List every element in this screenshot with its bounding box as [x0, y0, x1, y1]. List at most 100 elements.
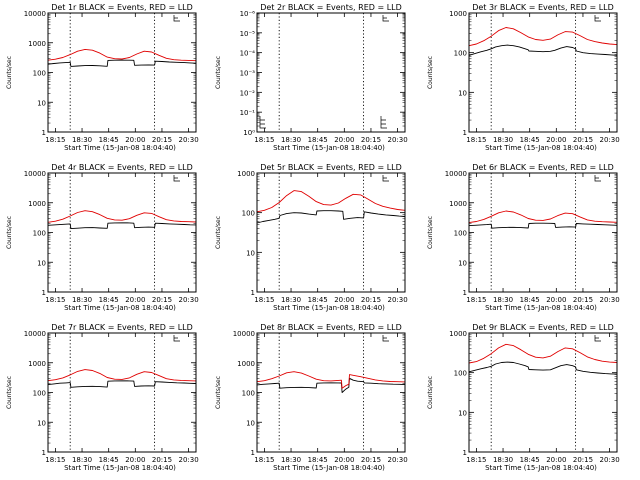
events-series-line [256, 377, 406, 393]
y-axis-label: Counts/sec [6, 56, 13, 89]
y-tick-label: 10000 [24, 10, 46, 18]
y-tick-label: 10⁰ [243, 129, 255, 137]
corner-mark [173, 335, 180, 342]
y-tick-label: 1000 [28, 40, 46, 48]
plot-frame [468, 12, 618, 133]
flag-mark [380, 116, 387, 129]
events-series-line [256, 210, 406, 224]
y-tick-label: 10⁻⁴ [240, 50, 256, 58]
y-tick-label: 10000 [24, 330, 46, 338]
x-tick-label: 20:15 [152, 296, 172, 304]
y-tick-label: 10000 [24, 170, 46, 178]
x-tick-label: 20:15 [361, 136, 381, 144]
y-tick-label: 1000 [449, 330, 467, 338]
x-tick-label: 20:30 [600, 296, 620, 304]
y-tick-label: 10 [37, 99, 46, 107]
lld-series-line [47, 48, 197, 62]
events-series-line [47, 59, 197, 67]
y-tick-label: 10⁻¹ [240, 109, 256, 117]
x-tick-label: 18:30 [281, 136, 301, 144]
x-tick-label: 20:00 [546, 136, 566, 144]
y-tick-label: 100 [454, 230, 467, 238]
lld-series-line [468, 343, 618, 364]
panel-det-3: Det 3r BLACK = Events, RED = LLD Counts/s… [427, 3, 620, 152]
x-tick-label: 18:30 [72, 296, 92, 304]
y-tick-label: 10 [458, 259, 467, 267]
x-tick-label: 18:15 [45, 296, 65, 304]
panel-det-5: Det 5r BLACK = Events, RED = LLD Counts/s… [215, 163, 408, 312]
y-axis-label: Counts/sec [6, 376, 13, 409]
x-tick-label: 18:45 [308, 456, 328, 464]
x-axis-label: Start Time (15-Jan-08 18:04:40) [64, 144, 176, 152]
corner-mark [594, 15, 601, 22]
panel-title: Det 9r BLACK = Events, RED = LLD [472, 323, 614, 332]
x-tick-label: 18:30 [281, 296, 301, 304]
x-tick-label: 18:15 [45, 456, 65, 464]
y-tick-label: 1000 [237, 170, 255, 178]
x-tick-label: 18:30 [493, 456, 513, 464]
x-tick-label: 18:45 [308, 296, 328, 304]
x-axis-label: Start Time (15-Jan-08 18:04:40) [485, 144, 597, 152]
y-tick-label: 1000 [449, 200, 467, 208]
x-tick-label: 20:00 [334, 296, 354, 304]
y-tick-label: 1 [463, 129, 467, 137]
events-series-line [468, 361, 618, 375]
corner-mark [382, 175, 389, 182]
panel-title: Det 4r BLACK = Events, RED = LLD [51, 163, 193, 172]
y-tick-label: 10⁻⁶ [240, 10, 256, 18]
x-tick-label: 20:30 [388, 456, 408, 464]
x-tick-label: 20:15 [573, 136, 593, 144]
x-tick-label: 20:30 [179, 136, 199, 144]
panel-det-4: Det 4r BLACK = Events, RED = LLD Counts/s… [6, 163, 199, 312]
x-tick-label: 20:00 [125, 136, 145, 144]
y-tick-label: 100 [242, 210, 255, 218]
x-tick-label: 20:30 [179, 456, 199, 464]
plot-frame [256, 332, 406, 453]
x-tick-label: 20:30 [179, 296, 199, 304]
y-tick-label: 10 [246, 249, 255, 257]
y-axis-label: Counts/sec [215, 216, 222, 249]
plot-frame [47, 12, 197, 133]
x-tick-label: 18:15 [466, 456, 486, 464]
y-axis-label: Counts/sec [427, 216, 434, 249]
events-series-line [47, 380, 197, 388]
corner-mark [382, 15, 389, 22]
y-tick-label: 1 [42, 449, 46, 457]
corner-mark [594, 175, 601, 182]
y-tick-label: 1 [251, 449, 255, 457]
y-tick-label: 1 [463, 289, 467, 297]
x-tick-label: 18:45 [99, 456, 119, 464]
plot-frame [47, 332, 197, 453]
plot-frame [256, 12, 406, 133]
panel-title: Det 5r BLACK = Events, RED = LLD [260, 163, 402, 172]
x-axis-label: Start Time (15-Jan-08 18:04:40) [64, 304, 176, 312]
panel-title: Det 7r BLACK = Events, RED = LLD [51, 323, 193, 332]
panel-title: Det 8r BLACK = Events, RED = LLD [260, 323, 402, 332]
x-tick-label: 20:30 [600, 136, 620, 144]
y-tick-label: 100 [454, 370, 467, 378]
x-axis-label: Start Time (15-Jan-08 18:04:40) [485, 464, 597, 472]
x-axis-label: Start Time (15-Jan-08 18:04:40) [273, 464, 385, 472]
x-tick-label: 18:15 [466, 296, 486, 304]
y-tick-label: 10 [458, 89, 467, 97]
x-tick-label: 18:30 [72, 456, 92, 464]
x-tick-label: 20:00 [334, 136, 354, 144]
y-tick-label: 100 [242, 390, 255, 398]
corner-mark [173, 15, 180, 22]
lld-series-line [47, 210, 197, 223]
plot-frame [468, 172, 618, 293]
y-tick-label: 1000 [28, 360, 46, 368]
x-tick-label: 18:15 [466, 136, 486, 144]
x-tick-label: 18:30 [72, 136, 92, 144]
y-tick-label: 100 [33, 230, 46, 238]
x-tick-label: 18:15 [45, 136, 65, 144]
y-tick-label: 10 [458, 409, 467, 417]
x-tick-label: 20:00 [334, 456, 354, 464]
y-tick-label: 100 [454, 50, 467, 58]
events-series-line [47, 222, 197, 230]
x-tick-label: 20:00 [125, 296, 145, 304]
lld-series-line [47, 369, 197, 382]
panel-title: Det 3r BLACK = Events, RED = LLD [472, 3, 614, 12]
x-axis-label: Start Time (15-Jan-08 18:04:40) [485, 304, 597, 312]
y-tick-label: 10 [37, 259, 46, 267]
